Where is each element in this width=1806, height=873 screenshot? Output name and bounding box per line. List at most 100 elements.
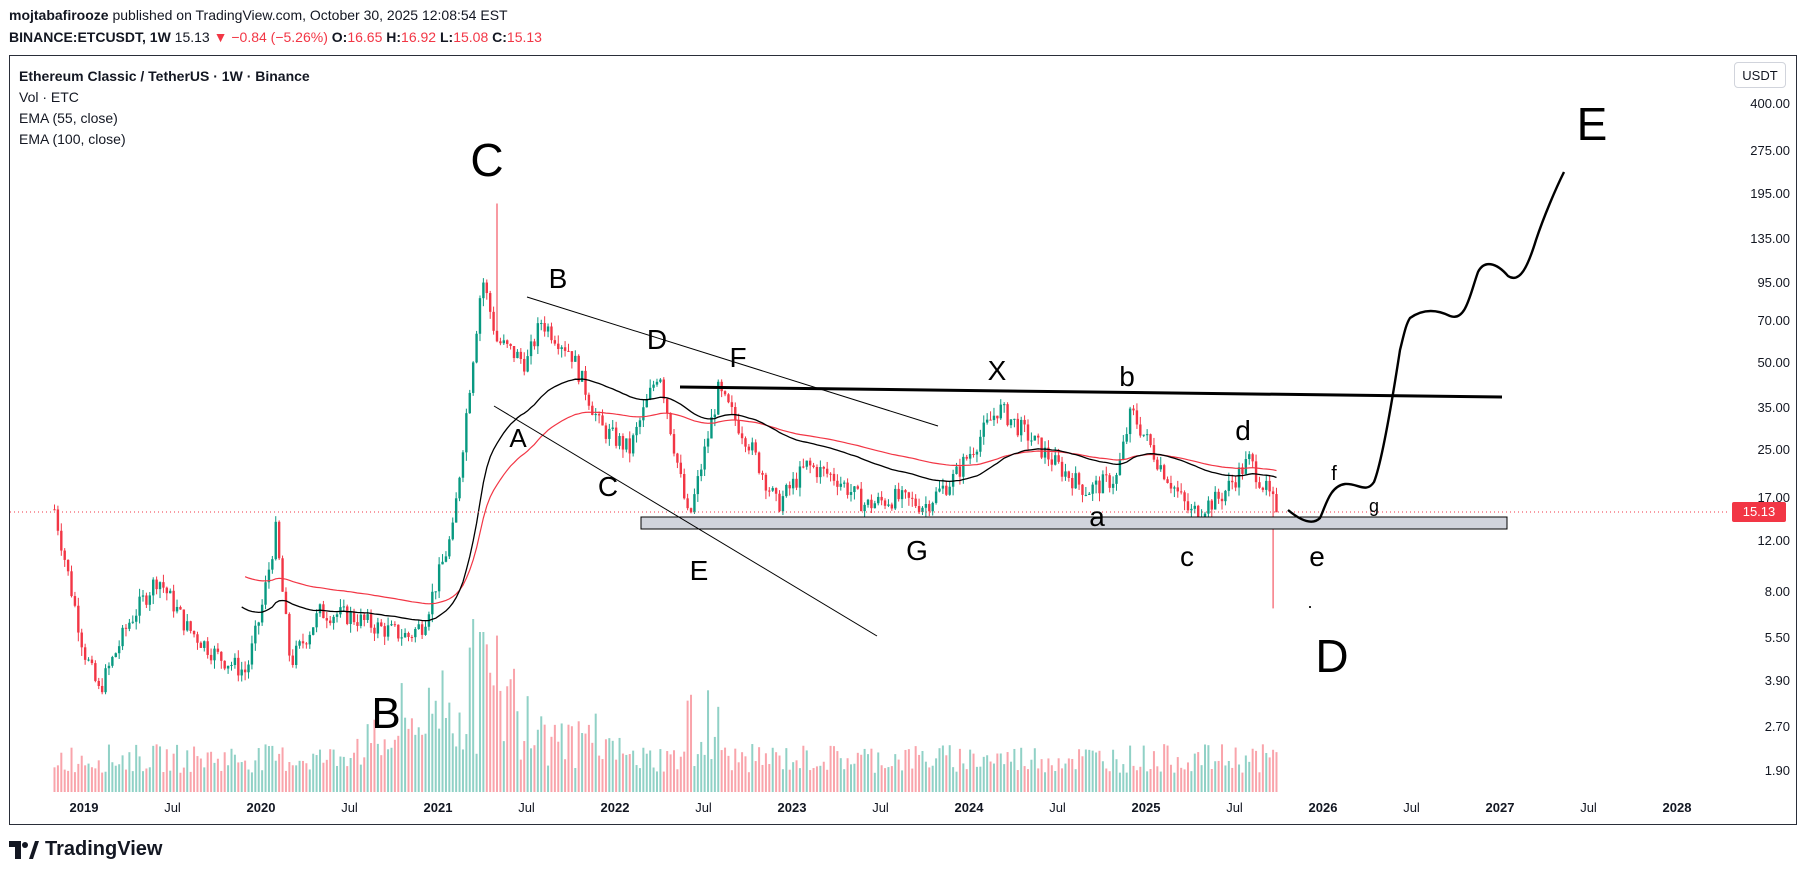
candle-body <box>917 506 921 513</box>
candle-body <box>819 467 822 478</box>
candle-body <box>914 498 917 507</box>
candle-body <box>264 582 267 605</box>
tradingview-logo[interactable]: TradingView <box>9 838 162 861</box>
legend-title[interactable]: Ethereum Classic / TetherUS · 1W · Binan… <box>19 68 310 84</box>
candle-body <box>291 655 294 665</box>
candle-body <box>1169 482 1173 489</box>
candle-body <box>1030 440 1033 442</box>
volume-bar <box>455 746 458 792</box>
volume-bar <box>649 750 652 792</box>
candle-body <box>294 645 298 665</box>
candle-body <box>665 398 669 413</box>
volume-bar <box>431 713 434 792</box>
candles <box>53 203 1278 695</box>
candle-body <box>257 622 260 626</box>
volume-bar <box>560 723 563 792</box>
legend-ema100[interactable]: EMA (100, close) <box>19 131 126 147</box>
volume-bar <box>1074 769 1077 792</box>
volume-bar <box>652 767 655 792</box>
volume-bar <box>264 744 267 792</box>
volume-bar <box>1081 756 1084 792</box>
volume-bar <box>557 741 560 792</box>
volume-bar <box>887 767 890 792</box>
candle-body <box>1166 479 1169 483</box>
candle-body <box>468 392 471 414</box>
candle-body <box>56 509 60 531</box>
candle-body <box>94 663 97 681</box>
candle-body <box>240 669 243 676</box>
author-name[interactable]: mojtabafirooze <box>9 7 109 23</box>
candle-body <box>90 659 94 664</box>
volume-bar <box>730 770 733 792</box>
candle-body <box>1186 501 1190 511</box>
volume-bar <box>775 752 778 792</box>
ema-55-line <box>241 378 1277 622</box>
legend-ema55[interactable]: EMA (55, close) <box>19 110 118 126</box>
volume-bar <box>564 759 567 792</box>
volume-bar <box>356 738 359 792</box>
candle-body <box>434 591 437 593</box>
volume-bar <box>1006 752 1009 792</box>
volume-bar <box>594 713 597 792</box>
candle-body <box>301 641 305 644</box>
tradingview-logo-icon <box>9 840 39 859</box>
volume-bar <box>363 757 366 792</box>
candle-body <box>492 311 495 331</box>
volume-bar <box>210 751 213 792</box>
candle-body <box>587 394 591 406</box>
volume-bar <box>666 751 669 792</box>
candle-body <box>414 628 417 638</box>
candle-body <box>533 341 536 347</box>
legend-volume[interactable]: Vol · ETC <box>19 89 79 105</box>
volume-bar <box>683 751 686 792</box>
candle-body <box>97 680 100 686</box>
volume-bar <box>513 668 516 792</box>
candle-body <box>540 323 543 325</box>
volume-bar <box>1118 772 1121 792</box>
candle-body <box>764 474 768 491</box>
candle-body <box>975 451 979 455</box>
volume-bar <box>982 756 985 792</box>
publish-header: mojtabafirooze published on TradingView.… <box>9 7 508 23</box>
open-label: O: <box>331 29 348 45</box>
currency-button[interactable]: USDT <box>1734 62 1786 88</box>
candle-body <box>376 622 380 634</box>
candle-body <box>1047 447 1050 460</box>
volume-bar <box>536 729 539 792</box>
candle-body <box>529 341 533 357</box>
volume-bar <box>642 747 645 792</box>
candle-body <box>560 347 563 349</box>
candle-body <box>141 595 145 597</box>
candle-body <box>655 381 659 385</box>
volume-bar <box>308 769 311 792</box>
volume-bar <box>744 756 747 792</box>
volume-bars <box>53 619 1278 792</box>
volume-bar <box>526 696 529 792</box>
candle-body <box>798 466 802 488</box>
volume-bar <box>570 726 573 792</box>
volume-bar <box>1261 744 1264 792</box>
candle-body <box>465 413 468 453</box>
candle-body <box>1217 491 1220 499</box>
candle-body <box>322 604 325 619</box>
wave-label: D <box>1315 630 1348 682</box>
candle-body <box>223 660 226 669</box>
candle-body <box>887 504 890 506</box>
candle-body <box>1275 494 1278 513</box>
candle-body <box>363 614 366 620</box>
wave-label: C <box>598 471 618 502</box>
volume-bar <box>196 756 199 792</box>
volume-bar <box>1013 748 1016 792</box>
volume-bar <box>162 772 165 792</box>
candle-body <box>761 472 764 475</box>
candle-body <box>383 626 386 637</box>
candle-body <box>441 561 444 565</box>
candle-body <box>1227 480 1231 491</box>
candle-body <box>631 435 635 454</box>
volume-bar <box>80 755 83 792</box>
candle-body <box>403 632 407 638</box>
volume-bar <box>284 770 287 792</box>
candle-body <box>73 596 77 606</box>
candle-body <box>1241 467 1244 474</box>
